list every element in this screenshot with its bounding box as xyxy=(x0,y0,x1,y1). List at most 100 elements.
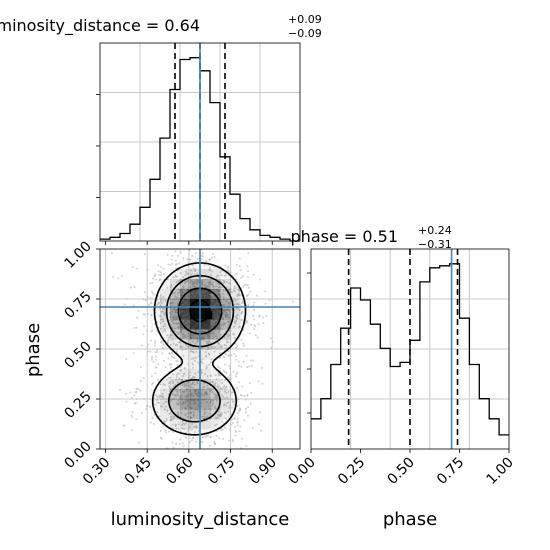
joint-scatter-point xyxy=(209,390,212,393)
joint-scatter-point xyxy=(212,402,215,405)
joint-scatter-point xyxy=(182,336,185,339)
joint-scatter-point xyxy=(210,361,212,364)
joint-scatter-point xyxy=(222,404,225,407)
joint-scatter-point xyxy=(195,329,198,332)
joint-scatter-point xyxy=(192,402,195,405)
joint-scatter-point xyxy=(236,307,239,310)
joint-scatter-point xyxy=(184,274,187,277)
joint-scatter-point xyxy=(160,274,163,276)
joint-scatter-point xyxy=(137,309,140,312)
joint-scatter-point xyxy=(231,406,234,409)
joint-scatter-point xyxy=(156,464,158,466)
joint-scatter-point xyxy=(131,416,134,419)
joint-scatter-point xyxy=(146,295,149,298)
joint-scatter-point xyxy=(212,333,215,335)
joint-scatter-point xyxy=(209,399,212,402)
joint-scatter-point xyxy=(159,321,162,324)
joint-density-cell xyxy=(210,339,221,350)
joint-scatter-point xyxy=(205,393,208,396)
joint-scatter-point xyxy=(119,389,122,392)
phase-hist-bin xyxy=(311,419,321,449)
joint-scatter-point xyxy=(156,395,159,398)
joint-scatter-point xyxy=(206,375,209,378)
joint-density-cell xyxy=(210,309,221,320)
joint-density-cell xyxy=(170,279,181,290)
joint-scatter-point xyxy=(201,362,204,365)
joint-scatter-point xyxy=(170,416,173,419)
joint-scatter-point xyxy=(172,322,175,325)
joint-scatter-point xyxy=(192,426,195,429)
phase-hist-bin xyxy=(469,364,479,449)
joint-scatter-point xyxy=(187,362,190,365)
joint-scatter-point xyxy=(175,267,178,270)
joint-xtick-label: 0.60 xyxy=(163,455,196,488)
joint-scatter-point xyxy=(250,364,253,367)
ld-hist-bin xyxy=(210,103,220,241)
joint-scatter-point xyxy=(207,328,210,331)
joint-density-cell xyxy=(220,309,231,320)
joint-scatter-point xyxy=(194,356,197,359)
joint-scatter-point xyxy=(229,429,232,432)
joint-scatter-point xyxy=(211,345,213,348)
joint-scatter-point xyxy=(192,411,195,413)
joint-scatter-point xyxy=(132,352,135,355)
joint-scatter-point xyxy=(192,366,194,369)
joint-scatter-point xyxy=(218,296,221,299)
joint-scatter-point xyxy=(175,374,178,376)
joint-scatter-point xyxy=(229,329,231,332)
joint-scatter-point xyxy=(201,252,204,255)
joint-scatter-point xyxy=(236,404,239,407)
joint-scatter-point xyxy=(174,318,177,321)
joint-density-cell xyxy=(190,319,201,330)
joint-x-axis-label: luminosity_distance xyxy=(111,509,290,530)
joint-scatter-point xyxy=(211,391,214,394)
joint-scatter-point xyxy=(225,392,228,394)
joint-scatter-point xyxy=(192,334,194,337)
joint-scatter-point xyxy=(215,423,218,426)
joint-scatter-point xyxy=(209,281,212,284)
joint-scatter-point xyxy=(220,247,222,249)
joint-scatter-point xyxy=(213,440,216,443)
joint-scatter-point xyxy=(133,327,136,329)
joint-scatter-point xyxy=(236,418,239,421)
joint-scatter-point xyxy=(223,390,226,393)
joint-scatter-point xyxy=(204,351,207,354)
joint-scatter-point xyxy=(211,337,214,340)
joint-scatter-point xyxy=(151,383,153,386)
joint-scatter-point xyxy=(253,318,256,321)
joint-scatter-point xyxy=(158,301,161,304)
joint-scatter-point xyxy=(170,258,173,261)
joint-scatter-point xyxy=(184,282,186,285)
joint-scatter-point xyxy=(200,337,203,340)
phase-title: phase = 0.51 xyxy=(291,227,398,246)
joint-scatter-point xyxy=(249,402,252,405)
joint-scatter-point xyxy=(184,335,187,338)
joint-density-cell xyxy=(170,389,181,400)
joint-xtick-label: 0.75 xyxy=(205,455,238,488)
joint-scatter-point xyxy=(238,325,241,328)
phase-hist-bin xyxy=(400,362,410,449)
joint-scatter-point xyxy=(220,378,223,381)
joint-scatter-point xyxy=(218,293,221,296)
joint-scatter-point xyxy=(161,393,164,395)
joint-scatter-point xyxy=(184,348,187,351)
joint-scatter-point xyxy=(247,365,250,368)
joint-scatter-point xyxy=(241,437,244,440)
joint-scatter-point xyxy=(191,363,194,366)
joint-scatter-point xyxy=(146,329,148,332)
joint-scatter-point xyxy=(218,352,221,355)
joint-scatter-point xyxy=(235,430,238,433)
joint-density-cell xyxy=(170,269,181,280)
joint-scatter-point xyxy=(142,298,145,301)
joint-scatter-point xyxy=(161,347,164,350)
joint-scatter-point xyxy=(226,335,229,338)
joint-scatter-point xyxy=(214,442,217,445)
joint-density-cell xyxy=(190,369,201,380)
joint-scatter-point xyxy=(232,333,235,336)
joint-scatter-point xyxy=(175,402,178,405)
joint-scatter-point xyxy=(239,269,242,272)
joint-scatter-point xyxy=(179,345,182,348)
joint-scatter-point xyxy=(206,415,208,418)
joint-scatter-point xyxy=(246,276,249,279)
joint-scatter-point xyxy=(220,387,223,390)
